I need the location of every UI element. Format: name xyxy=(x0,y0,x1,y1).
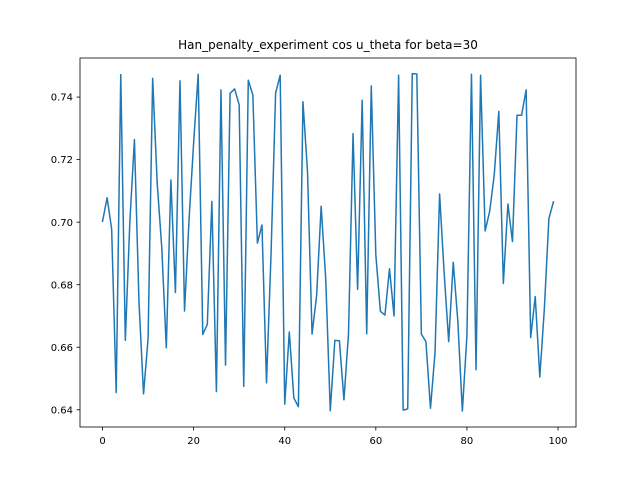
x-tick-label: 40 xyxy=(278,436,291,447)
y-tick-label: 0.68 xyxy=(51,280,73,291)
y-tick-label: 0.66 xyxy=(51,343,73,354)
y-tick-label: 0.74 xyxy=(51,93,73,104)
chart-title: Han_penalty_experiment cos u_theta for b… xyxy=(178,38,478,52)
series-line-1 xyxy=(101,72,555,412)
y-tick-label: 0.64 xyxy=(51,405,73,416)
plot-area xyxy=(101,72,555,412)
x-tick-label: 0 xyxy=(99,436,105,447)
y-tick-label: 0.70 xyxy=(51,218,73,229)
axes: 0 20 40 60 80 100 0.64 0.66 0.68 0.70 0.72 0.74 xyxy=(51,57,577,447)
x-tick-label: 60 xyxy=(369,436,382,447)
x-tick-label: 80 xyxy=(461,436,474,447)
axes-frame xyxy=(79,57,577,428)
y-tick-label: 0.72 xyxy=(51,155,73,166)
x-tick-label: 20 xyxy=(187,436,200,447)
x-tick-label: 100 xyxy=(548,436,567,447)
